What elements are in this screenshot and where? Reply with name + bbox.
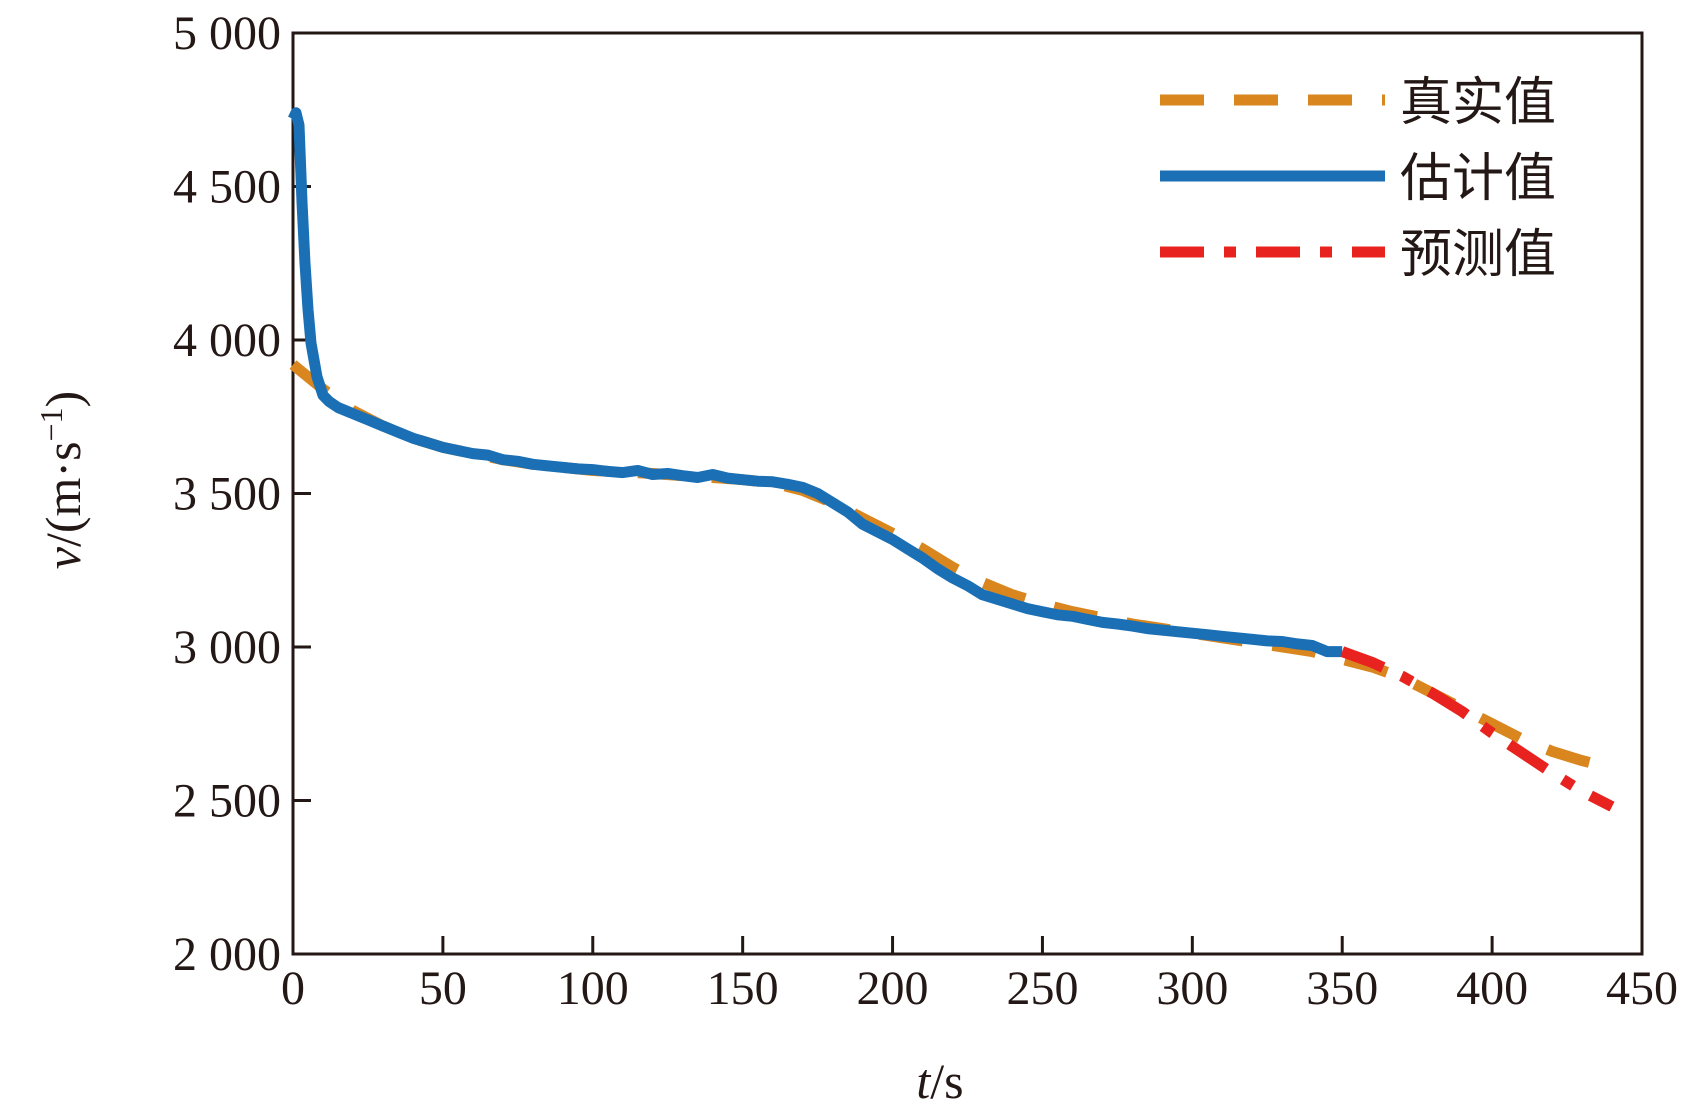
y-tick-label: 5 000 xyxy=(173,7,281,60)
x-tick-label: 150 xyxy=(707,962,779,1015)
x-axis-unit: /s xyxy=(930,1053,963,1109)
series-line-2 xyxy=(288,107,1343,658)
y-axis-unit: /(m·s xyxy=(35,441,91,547)
x-tick-label: 350 xyxy=(1306,962,1378,1015)
x-tick-label: 250 xyxy=(1006,962,1078,1015)
y-tick-label: 3 000 xyxy=(173,621,281,674)
y-tick-label: 4 500 xyxy=(173,161,281,214)
x-tick-label: 100 xyxy=(557,962,629,1015)
y-tick-label: 3 500 xyxy=(173,468,281,521)
plot-area xyxy=(288,107,1615,812)
x-axis-title: t/s xyxy=(916,1053,963,1109)
y-tick-label: 2 000 xyxy=(173,928,281,981)
x-tick-label: 450 xyxy=(1606,962,1678,1015)
legend-label-2: 估计值 xyxy=(1400,149,1556,209)
series-line-1 xyxy=(289,360,1614,774)
series-line-3 xyxy=(1340,646,1615,812)
x-tick-label: 300 xyxy=(1156,962,1228,1015)
legend-label-1: 真实值 xyxy=(1400,73,1556,133)
y-tick-label: 2 500 xyxy=(173,775,281,828)
x-tick-label: 400 xyxy=(1456,962,1528,1015)
y-axis-unit-exponent: −1 xyxy=(33,407,69,441)
legend-label-3: 预测值 xyxy=(1400,225,1556,285)
y-axis-unit-close: ) xyxy=(35,391,91,408)
y-axis-title: v/(m·s−1) xyxy=(33,391,91,569)
x-axis-variable: t xyxy=(916,1053,931,1109)
x-tick-label: 200 xyxy=(857,962,929,1015)
x-tick-label: 50 xyxy=(419,962,467,1015)
x-tick-label: 0 xyxy=(281,962,305,1015)
y-tick-label: 4 000 xyxy=(173,314,281,367)
y-axis-variable: v xyxy=(35,546,91,569)
axes: 0 50 100 150 200 250 300 350 400 450 2 000 2 500 3 0… xyxy=(173,7,1678,1015)
